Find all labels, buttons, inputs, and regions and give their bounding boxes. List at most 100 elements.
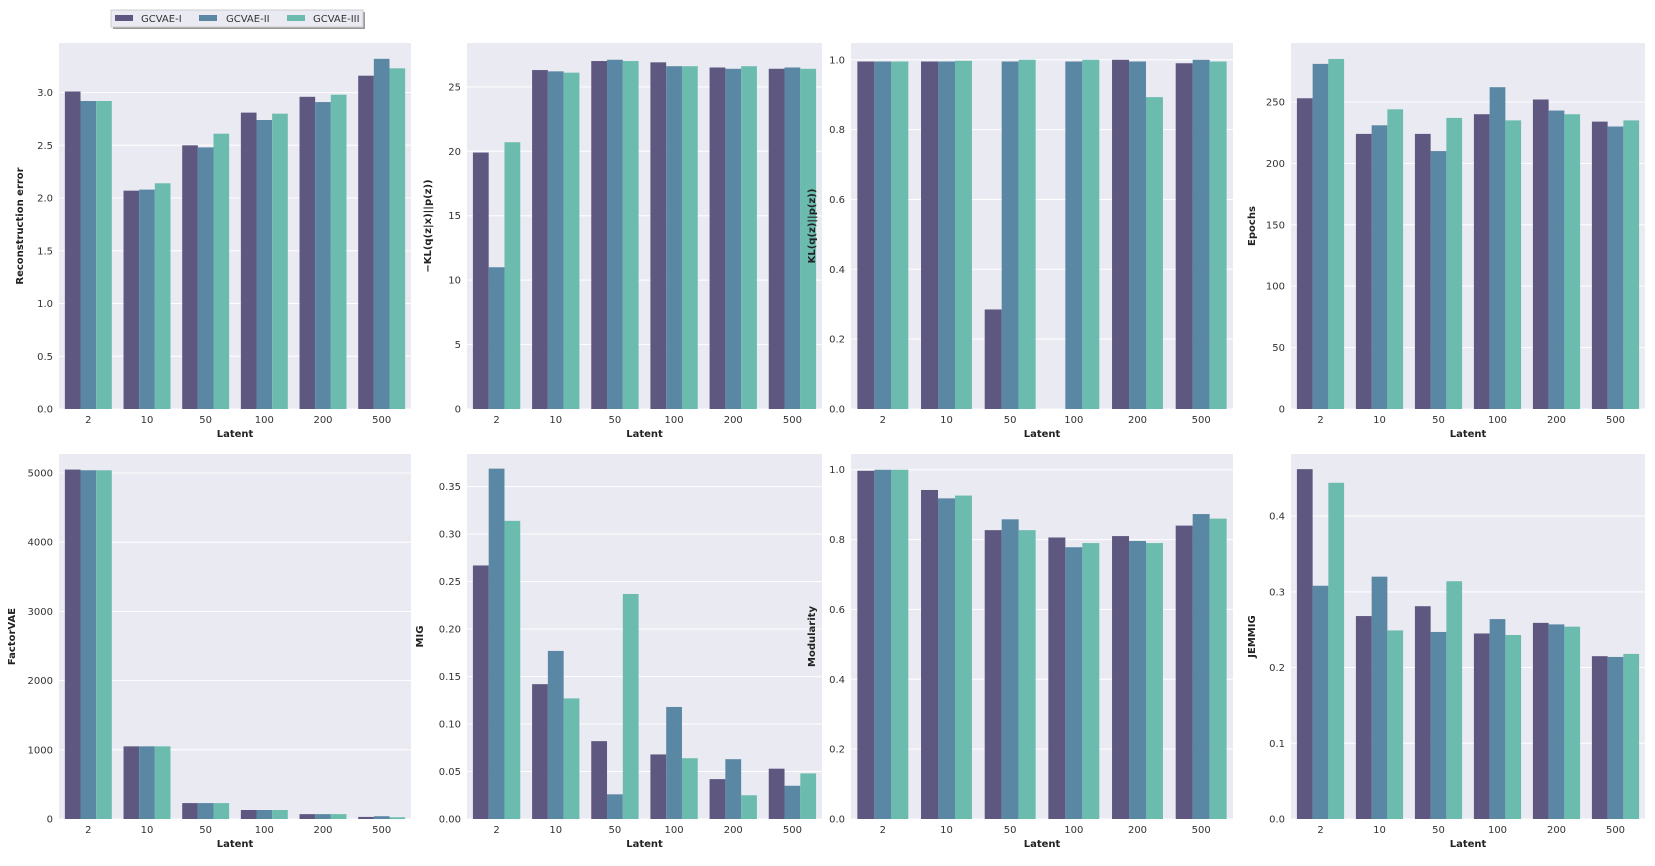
y-tick-label: 5 <box>455 340 461 351</box>
x-tick-label: 2 <box>880 825 886 836</box>
bar-gcvae-iii-50 <box>1446 117 1463 409</box>
y-tick-label: 0.4 <box>829 675 845 686</box>
x-tick-label: 500 <box>1192 415 1211 426</box>
bar-gcvae-i-500 <box>358 75 374 410</box>
bar-gcvae-ii-500 <box>373 816 390 819</box>
y-tick-label: 0.0 <box>37 405 53 416</box>
y-axis-label: FactorVAE <box>7 608 18 665</box>
bar-gcvae-i-10 <box>1355 133 1372 409</box>
bar-gcvae-i-200 <box>709 779 726 819</box>
bar-gcvae-ii-500 <box>373 58 390 410</box>
plot-area <box>467 454 822 819</box>
y-tick-label: 0.10 <box>439 720 461 731</box>
bar-gcvae-iii-10 <box>1387 630 1404 819</box>
chart-panel-6: 0.00 0.05 0.10 0.15 0.20 0.25 0.30 0.35 2 10 50 100… <box>415 454 822 850</box>
bar-gcvae-ii-10 <box>938 61 955 409</box>
x-axis-label: Latent <box>1450 839 1487 850</box>
y-tick-label: 1.0 <box>829 465 845 476</box>
x-tick-label: 200 <box>1547 415 1566 426</box>
y-tick-label: 0.1 <box>1269 739 1285 750</box>
bar-gcvae-iii-2 <box>96 101 112 409</box>
bar-gcvae-i-100 <box>650 754 667 819</box>
x-tick-label: 10 <box>549 415 562 426</box>
x-tick-label: 50 <box>1004 415 1017 426</box>
bar-gcvae-iii-200 <box>330 94 347 410</box>
y-tick-label: 0.35 <box>439 482 461 493</box>
bar-gcvae-ii-200 <box>315 102 331 409</box>
bar-gcvae-ii-200 <box>1548 624 1565 819</box>
x-tick-label: 200 <box>1547 825 1566 836</box>
bar-gcvae-iii-500 <box>389 817 406 819</box>
bar-gcvae-iii-2 <box>1328 482 1345 819</box>
chart-panel-8: 0.0 0.1 0.2 0.3 0.4 2 10 50 100 200 500 Latent JEMMI… <box>1247 454 1645 850</box>
x-tick-label: 100 <box>1488 415 1507 426</box>
x-tick-label: 10 <box>1373 415 1386 426</box>
y-tick-label: 1.0 <box>37 299 53 310</box>
bar-gcvae-ii-10 <box>547 71 564 409</box>
bar-gcvae-i-50 <box>591 741 608 819</box>
bar-gcvae-i-500 <box>358 816 374 819</box>
bar-gcvae-iii-2 <box>1328 58 1345 410</box>
bar-gcvae-ii-200 <box>315 814 331 819</box>
bar-gcvae-iii-500 <box>1209 61 1227 409</box>
bar-gcvae-ii-10 <box>547 650 564 819</box>
chart-panel-1: 0.0 0.5 1.0 1.5 2.0 2.5 3.0 2 10 50 100 200 500 Laten… <box>15 43 411 440</box>
y-tick-label: 0.15 <box>439 672 461 683</box>
x-tick-label: 50 <box>1432 825 1445 836</box>
bar-gcvae-ii-2 <box>488 267 505 409</box>
bar-gcvae-i-500 <box>768 68 785 409</box>
bar-gcvae-i-100 <box>1473 633 1490 819</box>
bar-gcvae-ii-50 <box>197 803 214 819</box>
bar-gcvae-i-10 <box>532 70 548 409</box>
bar-gcvae-ii-500 <box>1607 656 1624 819</box>
x-tick-label: 200 <box>724 415 743 426</box>
bar-gcvae-ii-200 <box>1129 61 1146 409</box>
bar-gcvae-iii-500 <box>800 68 817 409</box>
bar-gcvae-ii-500 <box>784 785 801 819</box>
bar-gcvae-i-50 <box>984 530 1002 819</box>
x-tick-label: 10 <box>549 825 562 836</box>
y-tick-label: 3000 <box>28 607 53 618</box>
y-tick-label: 0.8 <box>829 535 845 546</box>
legend: GCVAE-I GCVAE-II GCVAE-III <box>110 9 365 29</box>
bar-gcvae-ii-2 <box>488 468 505 819</box>
y-tick-label: 0.25 <box>439 577 461 588</box>
plot-area <box>59 454 411 819</box>
y-axis-label: −KL(q(z|x)||p(z)) <box>423 179 434 272</box>
bar-gcvae-ii-2 <box>1312 63 1329 409</box>
legend-swatch-gcvae-ii <box>199 15 217 21</box>
bar-gcvae-i-200 <box>299 96 316 409</box>
bar-gcvae-iii-200 <box>1145 97 1163 409</box>
x-tick-label: 500 <box>1606 415 1625 426</box>
legend-label: GCVAE-III <box>313 14 360 25</box>
y-tick-label: 2.5 <box>37 141 53 152</box>
x-tick-label: 200 <box>313 825 332 836</box>
x-tick-label: 500 <box>1606 825 1625 836</box>
y-tick-label: 200 <box>1266 159 1285 170</box>
bar-gcvae-i-500 <box>1591 656 1608 819</box>
bar-gcvae-iii-500 <box>1623 653 1640 819</box>
x-tick-label: 500 <box>372 415 391 426</box>
bar-gcvae-ii-50 <box>1430 631 1447 819</box>
bar-gcvae-ii-100 <box>1489 619 1506 819</box>
x-tick-label: 200 <box>1128 415 1147 426</box>
bar-gcvae-iii-200 <box>741 795 757 819</box>
x-tick-label: 200 <box>1128 825 1147 836</box>
bar-gcvae-iii-2 <box>504 520 521 819</box>
y-tick-label: 0.0 <box>1269 815 1285 826</box>
y-tick-label: 0 <box>47 815 53 826</box>
bar-gcvae-iii-10 <box>954 60 972 410</box>
x-tick-label: 100 <box>1064 825 1083 836</box>
bar-gcvae-ii-500 <box>1192 59 1210 409</box>
bar-gcvae-i-100 <box>1473 114 1490 410</box>
bar-gcvae-iii-10 <box>154 746 171 819</box>
y-tick-label: 0.4 <box>829 265 845 276</box>
x-tick-label: 100 <box>1488 825 1507 836</box>
x-tick-label: 2 <box>880 415 886 426</box>
x-tick-label: 10 <box>141 415 154 426</box>
bar-gcvae-i-10 <box>123 190 140 409</box>
bar-gcvae-iii-100 <box>1505 120 1522 409</box>
bar-gcvae-ii-100 <box>666 66 682 410</box>
bar-gcvae-i-500 <box>768 768 785 819</box>
y-tick-label: 15 <box>448 211 461 222</box>
